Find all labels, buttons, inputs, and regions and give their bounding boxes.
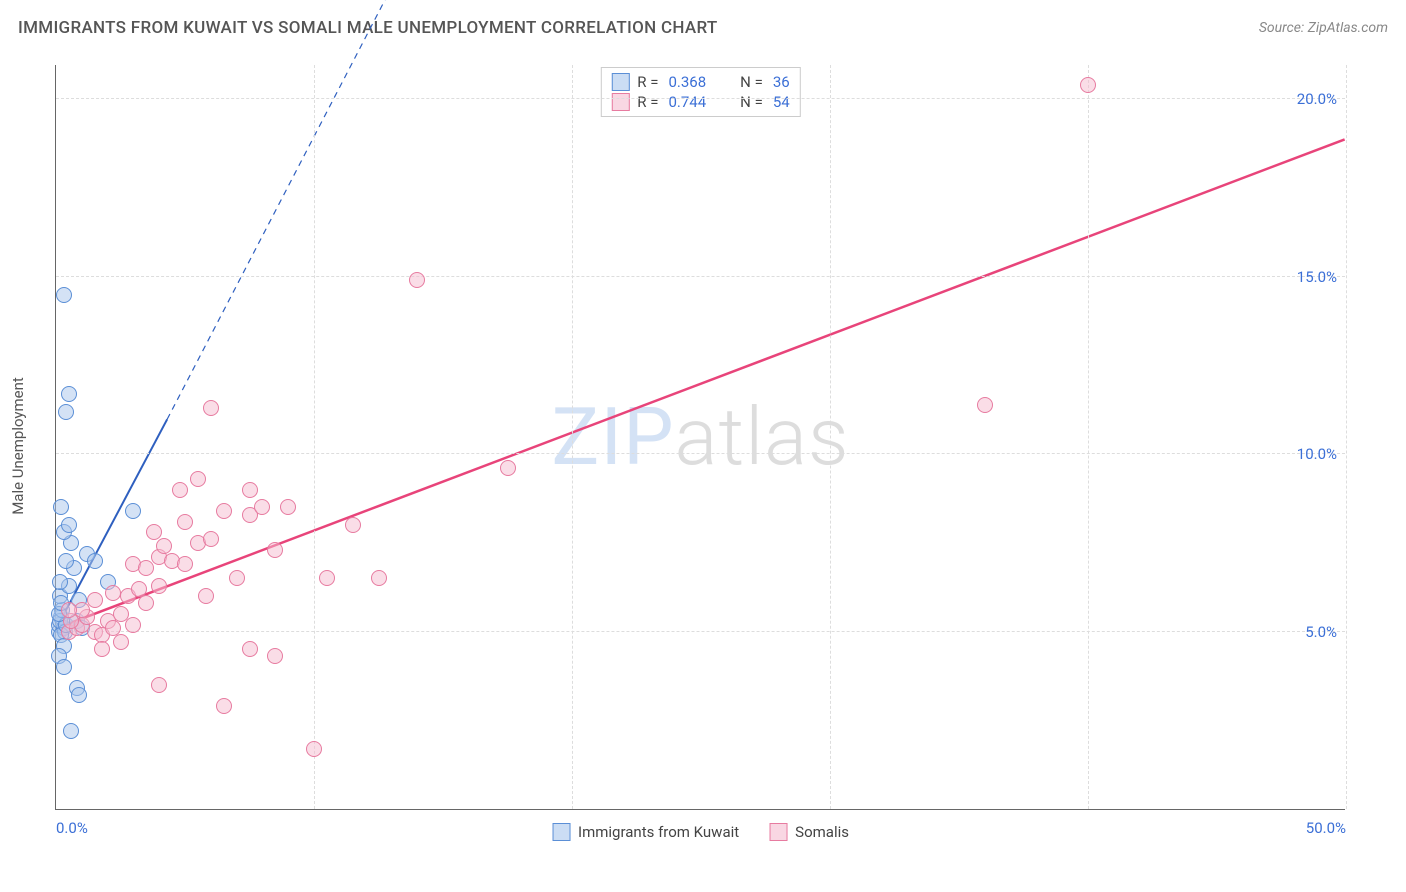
gridline-v [830,65,831,809]
legend-item-kuwait: Immigrants from Kuwait [552,823,739,841]
data-point-somali [177,514,193,530]
gridline-v [314,65,315,809]
gridline-v [1088,65,1089,809]
data-point-kuwait [71,687,87,703]
legend-n-label: N = [740,93,763,111]
data-point-somali [172,482,188,498]
data-point-somali [1080,77,1096,93]
chart-container: IMMIGRANTS FROM KUWAIT VS SOMALI MALE UN… [0,0,1406,892]
legend-n-somali: 54 [773,93,790,111]
data-point-somali [138,595,154,611]
x-tick-label: 0.0% [56,819,88,837]
data-point-kuwait [52,574,68,590]
y-tick-label: 10.0% [1297,445,1337,463]
data-point-kuwait [53,499,69,515]
trendline-dash-kuwait [167,0,425,419]
data-point-somali [138,560,154,576]
watermark-atlas: atlas [675,390,850,484]
legend-swatch-kuwait [611,73,629,91]
gridline-v [1346,65,1347,809]
y-axis-label: Male Unemployment [9,377,27,515]
gridline-h [56,276,1345,277]
data-point-somali [151,578,167,594]
legend-row-kuwait: R = 0.368 N = 36 [611,72,789,92]
legend-r-label: R = [637,93,658,111]
data-point-somali [345,517,361,533]
legend-r-kuwait: 0.368 [668,73,706,91]
data-point-somali [242,641,258,657]
data-point-somali [267,648,283,664]
data-point-somali [177,556,193,572]
legend-r-somali: 0.744 [668,93,706,111]
data-point-somali [94,641,110,657]
data-point-kuwait [125,503,141,519]
legend-r-label: R = [637,73,658,91]
data-point-somali [216,503,232,519]
data-point-somali [319,570,335,586]
legend-swatch-kuwait-icon [552,823,570,841]
data-point-somali [242,482,258,498]
plot-area: ZIPatlas R = 0.368 N = 36 R = 0.744 N = … [55,65,1345,810]
data-point-somali [190,471,206,487]
data-point-somali [113,634,129,650]
source-name: ZipAtlas.com [1308,20,1388,36]
legend-n-kuwait: 36 [773,73,790,91]
legend-item-somali: Somalis [769,823,849,841]
data-point-kuwait [63,723,79,739]
data-point-somali [371,570,387,586]
source-prefix: Source: [1259,20,1308,36]
data-point-somali [151,677,167,693]
data-point-somali [198,588,214,604]
legend-n-label: N = [740,73,763,91]
watermark: ZIPatlas [551,390,849,484]
gridline-h [56,453,1345,454]
data-point-somali [61,602,77,618]
legend-swatch-somali-icon [769,823,787,841]
trendline-somali [56,139,1344,628]
data-point-somali [409,272,425,288]
gridline-h [56,631,1345,632]
data-point-somali [267,542,283,558]
data-point-kuwait [58,553,74,569]
legend-row-somali: R = 0.744 N = 54 [611,92,789,112]
data-point-somali [254,499,270,515]
data-point-somali [105,585,121,601]
data-point-somali [156,538,172,554]
data-point-somali [229,570,245,586]
legend-label-kuwait: Immigrants from Kuwait [578,823,739,841]
data-point-kuwait [56,659,72,675]
legend-series: Immigrants from Kuwait Somalis [552,823,849,841]
data-point-kuwait [87,553,103,569]
data-point-somali [216,698,232,714]
chart-title: IMMIGRANTS FROM KUWAIT VS SOMALI MALE UN… [18,18,718,38]
legend-label-somali: Somalis [795,823,849,841]
data-point-somali [146,524,162,540]
legend-correlation: R = 0.368 N = 36 R = 0.744 N = 54 [600,67,800,117]
legend-swatch-somali [611,93,629,111]
title-bar: IMMIGRANTS FROM KUWAIT VS SOMALI MALE UN… [18,18,1388,38]
data-point-somali [203,400,219,416]
data-point-kuwait [58,404,74,420]
x-tick-label: 50.0% [1306,819,1346,837]
source-credit: Source: ZipAtlas.com [1259,20,1388,36]
data-point-somali [977,397,993,413]
y-tick-label: 15.0% [1297,268,1337,286]
data-point-kuwait [56,287,72,303]
data-point-somali [500,460,516,476]
data-point-kuwait [61,386,77,402]
data-point-kuwait [61,517,77,533]
watermark-zip: ZIP [551,390,674,484]
data-point-somali [87,592,103,608]
gridline-v [572,65,573,809]
data-point-somali [280,499,296,515]
data-point-somali [125,617,141,633]
trend-lines [56,65,1345,809]
y-tick-label: 5.0% [1305,623,1337,641]
data-point-somali [203,531,219,547]
gridline-h [56,98,1345,99]
y-tick-label: 20.0% [1297,90,1337,108]
data-point-somali [306,741,322,757]
